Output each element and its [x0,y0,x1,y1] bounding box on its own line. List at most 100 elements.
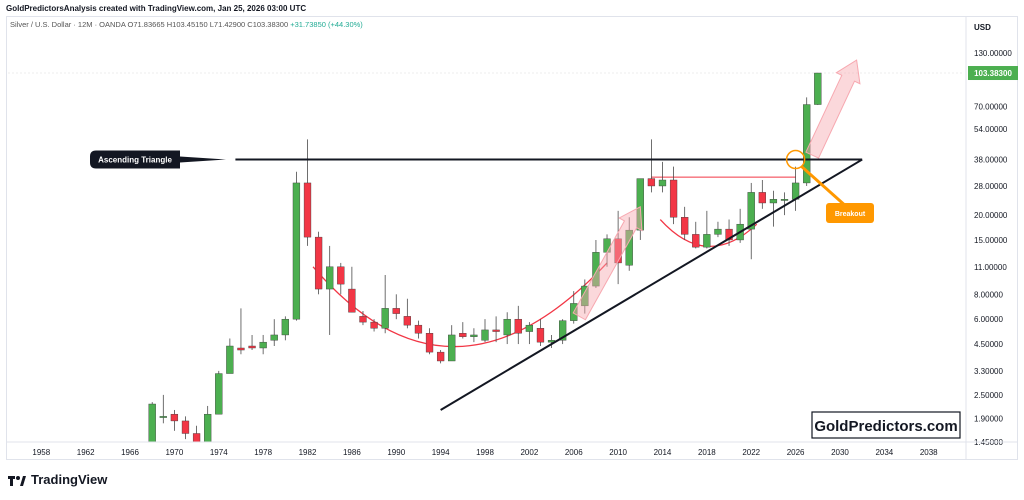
price-tag-label: 103.38300 [974,69,1012,78]
candle-body [403,316,411,326]
candle-body [215,373,223,415]
candle-body [725,228,733,241]
legend-symbol: Silver / U.S. Dollar · 12M · OANDA [10,20,126,29]
y-tick-label: 4.50000 [974,340,1003,349]
y-tick-label: 70.00000 [974,103,1008,112]
candle-body [326,266,334,290]
x-tick-label: 2006 [565,448,583,457]
candle-body [614,238,622,264]
x-tick-label: 2038 [920,448,938,457]
y-tick-label: 3.30000 [974,367,1003,376]
x-tick-label: 1998 [476,448,494,457]
y-tick-label: 130.00000 [974,49,1012,58]
legend-low: L71.42900 [209,20,246,29]
y-tick-label: 1.90000 [974,415,1003,424]
rally-arrow-1 [572,206,643,321]
y-tick-label: 8.00000 [974,290,1003,299]
x-tick-label: 1978 [254,448,272,457]
x-tick-label: 2014 [654,448,672,457]
candle-body [292,182,301,320]
candle-body [658,179,667,187]
currency-label: USD [974,23,991,32]
candle-body [647,178,656,187]
candle-body [303,182,312,238]
candle-body [581,285,589,307]
candle-body [747,192,755,230]
candle-body [714,228,722,235]
candle-body [459,333,467,337]
x-tick-label: 2026 [787,448,805,457]
candle-body [248,345,256,349]
candle-body [337,266,345,285]
candle-body [181,420,190,434]
symbol-legend: Silver / U.S. Dollar · 12M · OANDA O71.8… [10,20,363,29]
candle-body [769,199,778,204]
candle-body [348,288,356,313]
candle-body [559,320,567,341]
breakout-label: Breakout [835,211,866,218]
tradingview-brand: TradingView [31,472,108,487]
candle-body [414,324,423,334]
candle-body [281,318,289,336]
x-tick-label: 1958 [32,448,50,457]
y-tick-label: 38.00000 [974,156,1008,165]
candle-body [392,308,400,314]
candle-body [525,324,534,332]
candle-body [492,329,500,332]
x-tick-label: 1994 [432,448,450,457]
x-tick-label: 2002 [520,448,538,457]
candle-body [170,413,179,422]
y-tick-label: 6.00000 [974,315,1003,324]
rally-arrow-2 [805,59,861,159]
candle-body [780,199,789,201]
candle-body [314,236,323,290]
x-tick-label: 1974 [210,448,228,457]
watermark-box [811,411,961,439]
x-tick-label: 1982 [299,448,317,457]
x-tick-label: 2018 [698,448,716,457]
candle-body [192,433,201,443]
candle-body [436,351,445,362]
candle-body [425,333,434,353]
candle-body [814,72,822,105]
candle-body [370,321,378,329]
x-tick-label: 2010 [609,448,627,457]
watermark-text: GoldPredictors.com [814,418,957,435]
y-tick-label: 15.00000 [974,236,1008,245]
y-tick-label: 11.00000 [974,263,1007,272]
x-tick-label: 1962 [77,448,95,457]
y-tick-label: 54.00000 [974,125,1008,134]
candle-body [481,329,489,341]
candle-body [204,413,212,443]
candle-body [703,234,711,248]
chart-frame [6,16,1018,460]
attribution-header: GoldPredictorsAnalysis created with Trad… [6,4,307,13]
candle-body [692,234,700,248]
candle-body [270,334,278,341]
triangle-callout [90,150,226,169]
support-trendline [440,158,863,411]
candle-body [359,316,367,323]
x-tick-label: 1990 [387,448,405,457]
candle-body [681,217,689,235]
x-tick-label: 1986 [343,448,361,457]
candle-body [148,403,156,443]
legend-close: C103.38300 [247,20,289,29]
candle-body [259,341,267,349]
legend-high: H103.45150 [166,20,208,29]
x-tick-label: 1966 [121,448,139,457]
candle-body [470,334,478,337]
breakout-box [826,203,874,223]
candle-body [448,334,456,362]
y-tick-label: 2.50000 [974,391,1003,400]
candle-body [592,252,600,287]
candle-body [536,328,545,343]
tradingview-logo[interactable]: TradingView [8,472,107,487]
x-tick-label: 1970 [165,448,183,457]
y-tick-label: 20.00000 [974,211,1008,220]
breakout-circle [785,149,806,170]
candle-body [669,179,678,218]
x-tick-label: 2034 [875,448,893,457]
